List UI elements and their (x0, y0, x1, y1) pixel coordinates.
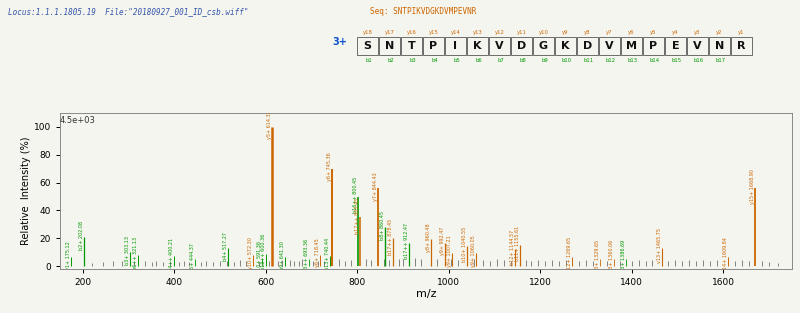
Text: y11: y11 (517, 30, 526, 35)
Text: b10+ 1040.55: b10+ 1040.55 (462, 227, 467, 262)
Text: b13+ 1329.65: b13+ 1329.65 (594, 240, 600, 275)
Text: b5+ 444.37: b5+ 444.37 (190, 243, 194, 272)
Text: y6+ 718.45: y6+ 718.45 (315, 239, 320, 267)
Text: y13: y13 (473, 30, 482, 35)
Text: b6: b6 (475, 58, 482, 63)
Text: y14: y14 (450, 30, 461, 35)
Text: b9: b9 (541, 58, 548, 63)
Text: y6+ 745.36: y6+ 745.36 (327, 152, 332, 181)
Text: y1+ 175.12: y1+ 175.12 (66, 241, 71, 270)
Text: y9: y9 (562, 30, 569, 35)
Text: b17++ 878.45: b17++ 878.45 (388, 219, 394, 255)
Text: y15: y15 (429, 30, 438, 35)
Text: b14: b14 (650, 58, 659, 63)
Text: b10+ 591.36: b10+ 591.36 (257, 241, 262, 273)
Text: b13++ 693.36: b13++ 693.36 (303, 239, 309, 275)
Text: y9+ 1007.21: y9+ 1007.21 (447, 236, 452, 267)
Text: y4: y4 (672, 30, 678, 35)
Text: y7: y7 (606, 30, 613, 35)
Text: b3: b3 (409, 58, 416, 63)
Text: b4+ 517.27: b4+ 517.27 (223, 232, 228, 261)
Text: b13+ 740.44: b13+ 740.44 (325, 238, 330, 270)
Text: y8+ 960.48: y8+ 960.48 (426, 223, 430, 252)
Text: b13+ 1386.69: b13+ 1386.69 (621, 239, 626, 275)
Text: b2: b2 (387, 58, 394, 63)
Text: y8: y8 (584, 30, 590, 35)
Text: y16: y16 (406, 30, 417, 35)
Text: y12: y12 (494, 30, 505, 35)
Text: 3+: 3+ (332, 37, 347, 47)
Text: b12+ 1144.57: b12+ 1144.57 (510, 230, 515, 265)
Text: b4++ 400.21: b4++ 400.21 (170, 238, 174, 271)
Text: y10: y10 (538, 30, 549, 35)
Text: D: D (583, 41, 592, 51)
Text: b10: b10 (562, 58, 571, 63)
Text: N: N (715, 41, 724, 51)
Text: b17++ 805.45: b17++ 805.45 (355, 198, 360, 234)
Text: y3: y3 (694, 30, 701, 35)
Text: y9+ 992.47: y9+ 992.47 (441, 227, 446, 255)
Text: V: V (495, 41, 504, 51)
Text: K: K (474, 41, 482, 51)
Text: x14+ 1609.84: x14+ 1609.84 (723, 238, 728, 272)
Text: b3+ 303.13: b3+ 303.13 (125, 236, 130, 264)
Text: b16++ 800.45: b16++ 800.45 (353, 177, 358, 213)
Text: b17++ 912.47: b17++ 912.47 (404, 223, 409, 259)
Text: M: M (626, 41, 637, 51)
Text: b2+ 202.08: b2+ 202.08 (79, 221, 84, 250)
Text: y6: y6 (628, 30, 634, 35)
Text: y10+ 572.30: y10+ 572.30 (248, 238, 254, 269)
X-axis label: m/z: m/z (416, 289, 436, 299)
Text: b16: b16 (694, 58, 703, 63)
Text: b9+ 641.30: b9+ 641.30 (280, 241, 285, 270)
Text: y5: y5 (650, 30, 657, 35)
Text: b5: b5 (453, 58, 460, 63)
Text: b6++ 321.13: b6++ 321.13 (134, 237, 138, 270)
Text: T: T (408, 41, 415, 51)
Text: b11: b11 (583, 58, 594, 63)
Text: y7+ 844.43: y7+ 844.43 (373, 172, 378, 201)
Text: b13: b13 (627, 58, 638, 63)
Text: P: P (430, 41, 438, 51)
Text: b1: b1 (365, 58, 372, 63)
Y-axis label: Relative  Intensity (%): Relative Intensity (%) (21, 137, 31, 245)
Text: D: D (517, 41, 526, 51)
Text: y5+ 614.32: y5+ 614.32 (267, 110, 273, 139)
Text: y1: y1 (738, 30, 745, 35)
Text: E: E (672, 41, 679, 51)
Text: b15: b15 (671, 58, 682, 63)
Text: Locus:1.1.1.1805.19  File:"20180927_001_ID_csb.wiff": Locus:1.1.1.1805.19 File:"20180927_001_I… (8, 7, 249, 16)
Text: P: P (650, 41, 658, 51)
Text: y18: y18 (362, 30, 373, 35)
Text: N: N (385, 41, 394, 51)
Text: b13+ 1360.06: b13+ 1360.06 (609, 240, 614, 275)
Text: K: K (562, 41, 570, 51)
Text: G: G (539, 41, 548, 51)
Text: b17: b17 (715, 58, 726, 63)
Text: b13++ 600.36: b13++ 600.36 (261, 234, 266, 270)
Text: I: I (454, 41, 458, 51)
Text: y2: y2 (716, 30, 722, 35)
Text: Seq: SNTPIKVDGKDVMPEVNR: Seq: SNTPIKVDGKDVMPEVNR (370, 7, 476, 16)
Text: V: V (605, 41, 614, 51)
Text: 4.5e+03: 4.5e+03 (60, 116, 96, 125)
Text: b4: b4 (431, 58, 438, 63)
Text: y17: y17 (385, 30, 394, 35)
Text: b7: b7 (497, 58, 504, 63)
Text: V: V (693, 41, 702, 51)
Text: b11+ 1155.61: b11+ 1155.61 (515, 226, 520, 261)
Text: b8+ 860.45: b8+ 860.45 (380, 211, 385, 240)
Text: y15+ 1668.90: y15+ 1668.90 (750, 169, 755, 204)
Text: b8: b8 (519, 58, 526, 63)
Text: b12+ 1269.65: b12+ 1269.65 (567, 237, 572, 273)
Text: b12: b12 (606, 58, 615, 63)
Text: R: R (738, 41, 746, 51)
Text: S: S (363, 41, 371, 51)
Text: y9+ 1060.05: y9+ 1060.05 (471, 236, 476, 267)
Text: v13+ 1465.75: v13+ 1465.75 (657, 228, 662, 263)
